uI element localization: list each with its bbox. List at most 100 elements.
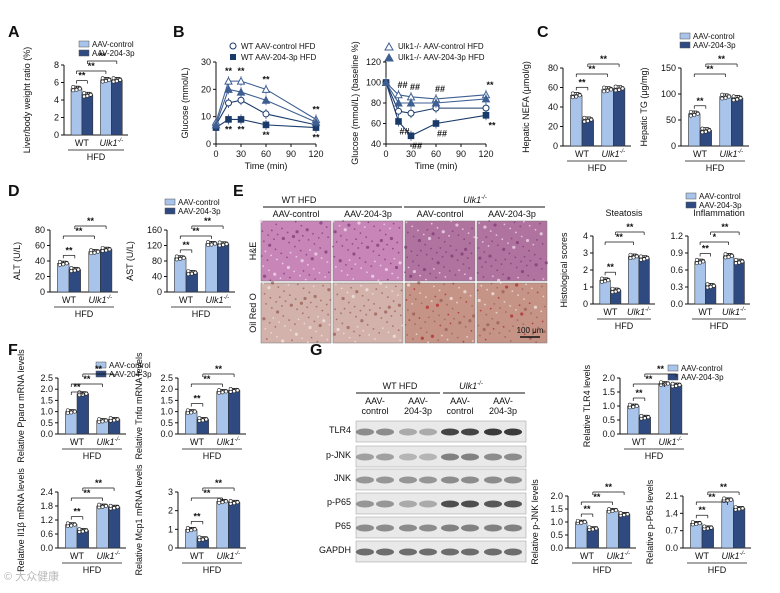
- tissue-texture: [488, 254, 492, 258]
- data-point: [209, 242, 214, 247]
- tissue-texture: [417, 281, 421, 285]
- tissue-texture: [310, 257, 314, 261]
- tissue-texture: [425, 331, 428, 334]
- tissue-texture: [509, 227, 512, 230]
- tissue-texture: [486, 323, 490, 327]
- tissue-texture: [322, 319, 326, 323]
- series-point: [237, 116, 245, 123]
- legend-B2: Ulk1-/- AAV-control HFD Ulk1-/- AAV-204-3…: [384, 41, 485, 62]
- tissue-texture: [438, 289, 441, 292]
- panel-label-G: G: [310, 342, 322, 359]
- tissue-texture: [439, 247, 442, 249]
- tissue-texture: [539, 232, 543, 236]
- bar-treated-wt: [76, 393, 89, 435]
- tissue-texture: [312, 285, 315, 288]
- tissue-texture: [363, 305, 365, 307]
- tissue-texture: [273, 238, 275, 241]
- sig-mark: **: [78, 71, 86, 81]
- tissue-texture: [319, 221, 323, 225]
- sig-mark: **: [74, 507, 82, 517]
- y-tick-label: 0.0: [670, 299, 683, 309]
- tissue-texture: [491, 292, 495, 296]
- tissue-texture: [335, 318, 338, 321]
- tissue-texture: [275, 310, 280, 314]
- y-tick-label: 80: [371, 98, 381, 108]
- chart-F4: 0 1 2 3 Relative Mcp1 mRNA levels ** ** ** WT Ulk…: [134, 464, 246, 576]
- y-tick-label: 0: [54, 130, 59, 140]
- tissue-texture: [317, 315, 319, 318]
- tissue-texture: [314, 252, 318, 256]
- data-point: [64, 261, 69, 266]
- panel-label-C: C: [537, 24, 549, 41]
- group-label-wt: WT: [632, 437, 646, 447]
- tissue-texture: [535, 341, 538, 344]
- tissue-texture: [399, 314, 402, 317]
- tissue-texture: [481, 240, 484, 243]
- tissue-texture: [386, 243, 389, 246]
- data-point: [88, 92, 93, 97]
- y-axis-label: Liver/body weight ratio (%): [22, 47, 32, 154]
- histology-panel: WT HFD Ulk1-/- AAV-control AAV-204-3p AAV-co…: [248, 195, 548, 344]
- tissue-texture: [365, 288, 369, 292]
- bar-treated-ko: [618, 513, 631, 549]
- tissue-texture: [462, 340, 465, 343]
- tissue-texture: [341, 296, 345, 301]
- y-tick-label: 0.0: [665, 543, 678, 553]
- tissue-texture: [443, 283, 445, 286]
- tissue-texture: [265, 338, 268, 340]
- bar-treated-ko: [638, 257, 650, 305]
- tissue-texture: [432, 310, 435, 313]
- group-label-ko: Ulk1-/-: [459, 381, 483, 391]
- sig-mark: **: [645, 374, 653, 384]
- bar-control-wt: [65, 524, 78, 549]
- legend-marker: [384, 41, 394, 51]
- blot-band: [441, 524, 459, 532]
- tissue-texture: [340, 234, 342, 237]
- tissue-texture: [359, 232, 362, 235]
- tissue-texture: [298, 239, 301, 242]
- blot-column-label: control: [446, 406, 473, 416]
- data-point: [185, 408, 190, 413]
- tissue-texture: [488, 220, 491, 222]
- tissue-texture: [459, 296, 462, 299]
- data-point: [220, 390, 225, 395]
- tissue-texture: [335, 240, 338, 243]
- tissue-texture: [520, 312, 524, 316]
- y-tick-label: 0.5: [40, 418, 53, 428]
- tissue-texture: [406, 231, 409, 234]
- tissue-texture: [264, 250, 267, 253]
- data-point: [197, 416, 202, 420]
- legend-label-treated: AAV-204-3p: [109, 370, 152, 379]
- blot-strip: [355, 540, 527, 563]
- data-point: [108, 503, 113, 508]
- y-tick-label: 1.5: [160, 395, 173, 405]
- data-point: [69, 410, 74, 415]
- tissue-texture: [275, 300, 278, 303]
- data-point: [628, 256, 633, 260]
- tissue-texture: [420, 336, 424, 340]
- tissue-texture: [351, 294, 355, 299]
- tissue-texture: [512, 245, 516, 249]
- bar-control-ko: [216, 391, 229, 435]
- tissue-texture: [422, 233, 425, 236]
- y-tick-label: 20: [201, 84, 211, 94]
- tissue-texture: [463, 290, 467, 294]
- data-point: [186, 269, 191, 274]
- tissue-texture: [391, 272, 394, 275]
- data-point: [738, 96, 743, 101]
- data-point: [181, 255, 186, 260]
- tissue-texture: [352, 278, 355, 280]
- diet-label: HFD: [83, 565, 102, 575]
- y-tick-label: 4: [54, 95, 59, 105]
- tissue-texture: [449, 322, 452, 325]
- y-tick-label: 0: [671, 141, 676, 151]
- micrograph: [404, 220, 476, 282]
- bar-control-ko: [606, 509, 619, 549]
- y-tick-label: 2.4: [40, 487, 53, 497]
- legend-label-control: AAV-control: [109, 361, 151, 370]
- data-point: [723, 255, 728, 260]
- legend-label-treated: AAV-204-3p: [681, 373, 724, 382]
- sig-mark: **: [88, 61, 96, 71]
- sig-mark: ##: [397, 80, 407, 90]
- micrograph: [332, 282, 404, 344]
